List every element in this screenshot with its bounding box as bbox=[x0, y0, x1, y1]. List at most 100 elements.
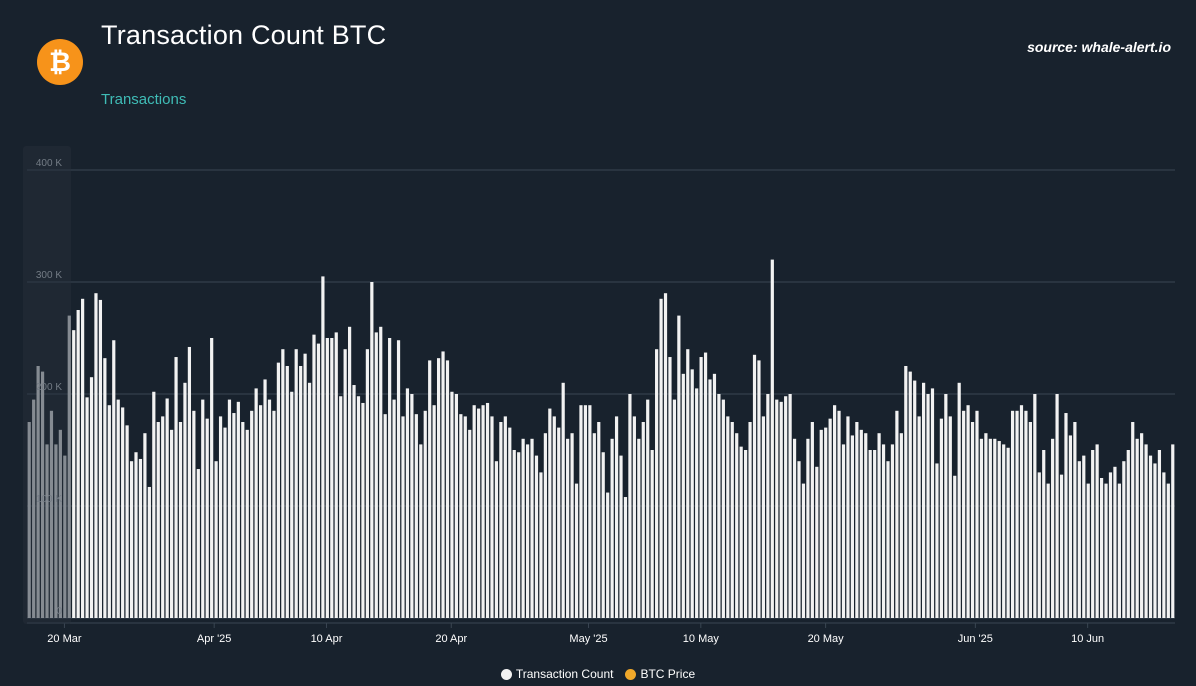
bar[interactable] bbox=[1166, 483, 1170, 618]
bar[interactable] bbox=[890, 444, 895, 618]
bar[interactable] bbox=[1010, 410, 1015, 618]
bar[interactable] bbox=[1117, 483, 1121, 618]
bar[interactable] bbox=[1068, 435, 1073, 618]
bar[interactable] bbox=[588, 405, 592, 618]
bar[interactable] bbox=[810, 422, 814, 618]
bar[interactable] bbox=[1033, 394, 1037, 618]
bar[interactable] bbox=[935, 463, 939, 618]
bar[interactable] bbox=[623, 497, 628, 618]
bar[interactable] bbox=[708, 379, 712, 618]
bar[interactable] bbox=[334, 332, 338, 618]
bar[interactable] bbox=[766, 394, 770, 618]
bar[interactable] bbox=[1055, 394, 1059, 618]
bar[interactable] bbox=[499, 422, 503, 618]
bar[interactable] bbox=[285, 366, 289, 618]
bar[interactable] bbox=[81, 298, 85, 618]
bar[interactable] bbox=[744, 450, 748, 618]
bar[interactable] bbox=[485, 402, 490, 618]
bar[interactable] bbox=[1042, 450, 1046, 618]
bar[interactable] bbox=[966, 405, 970, 618]
bar[interactable] bbox=[303, 353, 307, 618]
bar[interactable] bbox=[735, 433, 739, 618]
bar[interactable] bbox=[232, 413, 236, 618]
bar[interactable] bbox=[263, 379, 267, 618]
bar[interactable] bbox=[597, 422, 601, 618]
bar[interactable] bbox=[1135, 438, 1139, 618]
bar[interactable] bbox=[196, 469, 200, 618]
bar[interactable] bbox=[614, 416, 619, 618]
bar[interactable] bbox=[116, 399, 120, 618]
bar[interactable] bbox=[348, 326, 352, 618]
bar[interactable] bbox=[214, 461, 218, 618]
bar[interactable] bbox=[321, 276, 325, 618]
bar[interactable] bbox=[1059, 474, 1064, 618]
bar[interactable] bbox=[1157, 450, 1162, 618]
bar[interactable] bbox=[316, 343, 321, 618]
bar[interactable] bbox=[383, 414, 387, 618]
bar[interactable] bbox=[717, 394, 721, 618]
bar[interactable] bbox=[601, 452, 605, 618]
bar[interactable] bbox=[886, 461, 890, 618]
bar[interactable] bbox=[672, 399, 677, 618]
bar[interactable] bbox=[503, 416, 507, 618]
bar[interactable] bbox=[441, 351, 445, 618]
bar[interactable] bbox=[859, 429, 863, 618]
bar[interactable] bbox=[254, 388, 258, 618]
bar[interactable] bbox=[477, 408, 481, 618]
bar[interactable] bbox=[459, 414, 463, 618]
bar[interactable] bbox=[85, 397, 89, 618]
bar[interactable] bbox=[156, 422, 160, 618]
bar[interactable] bbox=[922, 382, 926, 618]
bar[interactable] bbox=[276, 362, 280, 618]
bar[interactable] bbox=[1077, 461, 1081, 618]
bar[interactable] bbox=[997, 441, 1001, 618]
bar[interactable] bbox=[784, 396, 788, 618]
bar[interactable] bbox=[388, 338, 392, 618]
bar[interactable] bbox=[187, 346, 192, 618]
bar[interactable] bbox=[76, 310, 80, 618]
bar[interactable] bbox=[125, 425, 129, 618]
bar[interactable] bbox=[103, 358, 107, 618]
bar[interactable] bbox=[183, 382, 187, 618]
bar[interactable] bbox=[846, 416, 850, 618]
bar[interactable] bbox=[668, 357, 672, 618]
bar[interactable] bbox=[530, 438, 534, 618]
bar[interactable] bbox=[583, 405, 588, 618]
bar[interactable] bbox=[543, 433, 547, 618]
bar[interactable] bbox=[681, 373, 685, 618]
bar[interactable] bbox=[1108, 472, 1113, 618]
bar[interactable] bbox=[201, 399, 205, 618]
bar[interactable] bbox=[1015, 410, 1019, 618]
bar[interactable] bbox=[94, 293, 98, 618]
bar[interactable] bbox=[1019, 405, 1024, 618]
bar[interactable] bbox=[490, 416, 494, 618]
bar[interactable] bbox=[788, 394, 792, 618]
bar[interactable] bbox=[801, 483, 806, 618]
bar[interactable] bbox=[984, 433, 988, 618]
bar[interactable] bbox=[1099, 478, 1104, 618]
bar[interactable] bbox=[463, 416, 467, 618]
bar[interactable] bbox=[423, 410, 427, 618]
bar[interactable] bbox=[619, 455, 623, 618]
bar[interactable] bbox=[245, 429, 249, 618]
bar[interactable] bbox=[686, 349, 690, 618]
bar[interactable] bbox=[850, 435, 854, 618]
bar[interactable] bbox=[450, 391, 454, 618]
bar[interactable] bbox=[957, 382, 961, 618]
bar[interactable] bbox=[1126, 450, 1130, 618]
bar[interactable] bbox=[178, 422, 183, 618]
bar[interactable] bbox=[290, 391, 294, 618]
bar[interactable] bbox=[445, 360, 450, 618]
bar[interactable] bbox=[837, 410, 841, 618]
bar[interactable] bbox=[703, 352, 708, 618]
bar[interactable] bbox=[330, 338, 334, 618]
bar[interactable] bbox=[1122, 461, 1126, 618]
bar[interactable] bbox=[481, 405, 485, 618]
bar[interactable] bbox=[913, 380, 917, 618]
bar[interactable] bbox=[659, 298, 663, 618]
bar[interactable] bbox=[218, 416, 223, 618]
bar[interactable] bbox=[806, 438, 810, 618]
bar[interactable] bbox=[272, 410, 276, 618]
range-selector-overlay[interactable] bbox=[23, 146, 71, 624]
bar[interactable] bbox=[1148, 455, 1153, 618]
